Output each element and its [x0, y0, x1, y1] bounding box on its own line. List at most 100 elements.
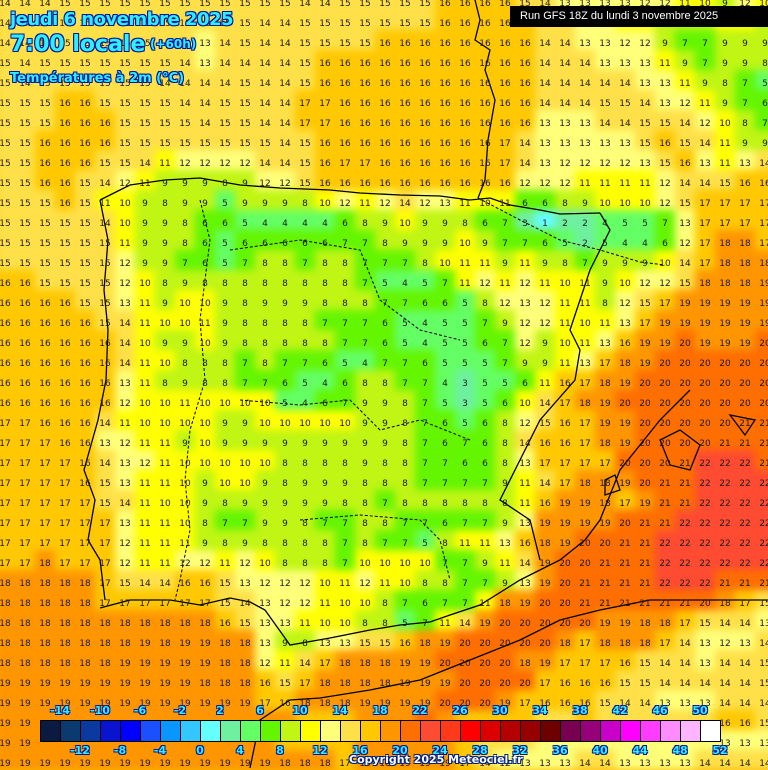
temperature-value: 14 [739, 659, 751, 669]
temperature-value: 7 [342, 239, 348, 249]
temperature-value: 18 [19, 579, 31, 589]
temperature-value: 10 [319, 579, 331, 589]
temperature-value: 5 [622, 219, 628, 229]
legend-tick: 26 [452, 704, 468, 717]
temperature-value: 15 [219, 99, 231, 109]
temperature-value: 20 [539, 599, 551, 609]
temperature-value: 18 [299, 699, 311, 709]
temperature-value: 12 [199, 559, 211, 569]
temperature-value: 6 [482, 339, 488, 349]
temperature-value: 7 [462, 599, 468, 609]
temperature-value: 20 [679, 399, 691, 409]
temperature-value: 15 [659, 159, 671, 169]
temperature-value: 19 [239, 759, 251, 769]
temperature-value: 14 [639, 699, 651, 709]
temperature-value: 17 [39, 499, 51, 509]
temperature-value: 19 [19, 739, 31, 749]
temperature-value: 19 [759, 279, 768, 289]
temperature-value: 14 [639, 99, 651, 109]
temperature-value: 17 [759, 219, 768, 229]
temperature-value: 19 [19, 699, 31, 709]
temperature-value: 17 [299, 99, 311, 109]
temperature-value: 10 [159, 399, 171, 409]
temperature-value: 16 [59, 419, 71, 429]
temperature-value: 9 [322, 439, 328, 449]
temperature-value: 8 [382, 619, 388, 629]
temperature-value: 9 [242, 199, 248, 209]
temperature-value: 14 [719, 759, 731, 769]
temperature-value: 20 [439, 699, 451, 709]
legend-swatch [261, 721, 281, 741]
temperature-value: 18 [519, 659, 531, 669]
temperature-value: 19 [219, 699, 231, 709]
temperature-value: 13 [679, 759, 691, 769]
temperature-value: 11 [159, 459, 171, 469]
temperature-value: 15 [119, 159, 131, 169]
temperature-value: 14 [699, 759, 711, 769]
temperature-value: 14 [719, 659, 731, 669]
temperature-value: 15 [359, 39, 371, 49]
temperature-value: 13 [699, 639, 711, 649]
temperature-value: 8 [202, 379, 208, 389]
temperature-value: 14 [219, 79, 231, 89]
temperature-value: 10 [139, 339, 151, 349]
temperature-value: 11 [379, 579, 391, 589]
temperature-value: 9 [602, 259, 608, 269]
temperature-value: 7 [342, 539, 348, 549]
temperature-value: 10 [339, 419, 351, 429]
temperature-value: 16 [39, 399, 51, 409]
temperature-value: 14 [699, 679, 711, 689]
temperature-value: 19 [399, 659, 411, 669]
temperature-value: 7 [422, 619, 428, 629]
temperature-value: 15 [379, 639, 391, 649]
temperature-value: 17 [59, 559, 71, 569]
temperature-value: 16 [59, 119, 71, 129]
temperature-value: 9 [482, 559, 488, 569]
temperature-value: 8 [402, 459, 408, 469]
temperature-value: 16 [379, 159, 391, 169]
temperature-value: 15 [119, 19, 131, 29]
temperature-value: 20 [519, 679, 531, 689]
temperature-value: 12 [539, 179, 551, 189]
temperature-value: 16 [339, 179, 351, 189]
temperature-value: 18 [19, 619, 31, 629]
temperature-value: 16 [459, 179, 471, 189]
temperature-value: 9 [742, 139, 748, 149]
temperature-value: 16 [59, 179, 71, 189]
temperature-value: 16 [519, 119, 531, 129]
temperature-value: 18 [319, 679, 331, 689]
temperature-value: 18 [0, 639, 11, 649]
temperature-value: 7 [402, 519, 408, 529]
temperature-value: 12 [639, 39, 651, 49]
temperature-value: 18 [0, 599, 11, 609]
temperature-value: 19 [359, 699, 371, 709]
temperature-value: 13 [199, 39, 211, 49]
temperature-value: 7 [442, 599, 448, 609]
temperature-value: 18 [239, 679, 251, 689]
temperature-value: 14 [139, 159, 151, 169]
legend-swatch [321, 721, 341, 741]
temperature-value: 15 [239, 99, 251, 109]
temperature-value: 4 [302, 399, 308, 409]
temperature-value: 6 [242, 239, 248, 249]
temperature-value: 16 [379, 179, 391, 189]
temperature-value: 13 [519, 299, 531, 309]
temperature-value: 7 [462, 439, 468, 449]
temperature-value: 19 [379, 699, 391, 709]
temperature-value: 19 [0, 739, 11, 749]
temperature-value: 10 [659, 259, 671, 269]
temperature-value: 11 [679, 0, 691, 9]
temperature-value: 22 [659, 559, 671, 569]
temperature-value: 11 [139, 559, 151, 569]
legend-swatch [701, 721, 720, 741]
temperature-value: 17 [99, 579, 111, 589]
temperature-value: 20 [639, 439, 651, 449]
temperature-value: 14 [19, 79, 31, 89]
temperature-value: 19 [19, 719, 31, 729]
temperature-value: 4 [442, 379, 448, 389]
temperature-value: 10 [559, 339, 571, 349]
temperature-value: 9 [222, 419, 228, 429]
temperature-value: 18 [239, 639, 251, 649]
temperature-value: 9 [382, 419, 388, 429]
temperature-value: 10 [199, 299, 211, 309]
